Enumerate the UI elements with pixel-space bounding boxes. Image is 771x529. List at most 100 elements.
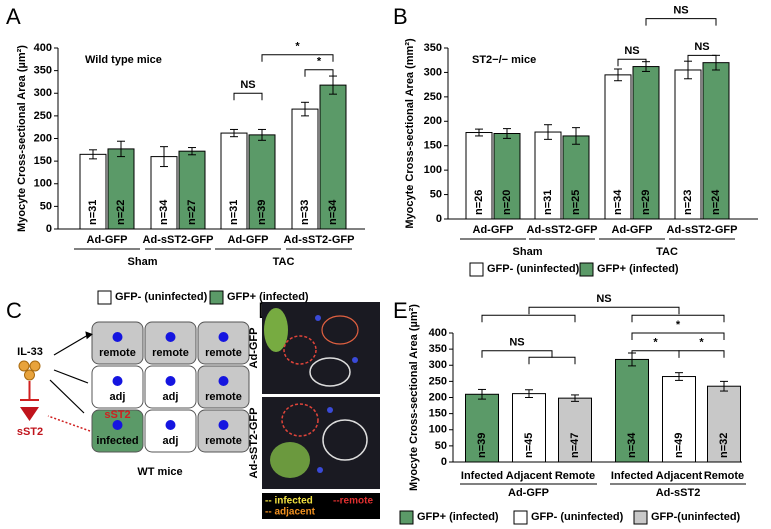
annotation: * bbox=[653, 337, 658, 349]
y-tick-label: 400 bbox=[34, 42, 52, 54]
x-tick-label: Ad-GFP bbox=[228, 234, 269, 246]
arrow bbox=[49, 379, 85, 414]
n-label: n=26 bbox=[473, 190, 485, 215]
n-label: n=33 bbox=[299, 200, 311, 225]
nucleus bbox=[165, 332, 176, 342]
bracket bbox=[481, 350, 553, 358]
cell bbox=[270, 442, 310, 478]
nucleus bbox=[218, 376, 229, 386]
nucleus bbox=[112, 376, 123, 386]
bracket bbox=[261, 54, 334, 62]
chart-title: Wild type mice bbox=[85, 54, 162, 66]
n-label: n=34 bbox=[158, 199, 170, 225]
y-tick-label: 200 bbox=[34, 132, 52, 144]
y-tick-label: 50 bbox=[435, 440, 447, 452]
legend-swatch bbox=[513, 510, 528, 525]
x-tick-label: Adjacent bbox=[656, 470, 703, 482]
cell-grid: remote remote remote adj adj remote infected sS… bbox=[91, 321, 250, 453]
nucleus bbox=[218, 420, 229, 430]
nucleus bbox=[315, 315, 321, 321]
cell-label: infected bbox=[96, 435, 138, 447]
group-label: Sham bbox=[128, 256, 158, 268]
y-tick-label: 50 bbox=[430, 188, 442, 200]
y-tick-label: 100 bbox=[424, 164, 442, 176]
nucleus bbox=[112, 332, 123, 342]
bar bbox=[674, 69, 702, 220]
x-tick-label: Ad-sST2-GFP bbox=[527, 224, 598, 236]
cell-label: adj bbox=[163, 391, 179, 403]
y-tick-label: 250 bbox=[424, 91, 442, 103]
panel-label: B bbox=[393, 4, 408, 29]
group-label: Ad-GFP bbox=[508, 487, 549, 499]
bracket bbox=[304, 69, 334, 77]
nucleus bbox=[165, 376, 176, 386]
y-tick-label: 0 bbox=[46, 223, 52, 235]
x-tick-label: Ad-GFP bbox=[612, 224, 653, 236]
x-tick-label: Infected bbox=[461, 470, 503, 482]
n-label: n=20 bbox=[501, 190, 513, 215]
x-tick-label: Ad-sST2-GFP bbox=[284, 234, 355, 246]
n-label: n=32 bbox=[718, 433, 730, 458]
row-label: Ad-sST2-GFP bbox=[248, 408, 260, 479]
bar bbox=[291, 108, 319, 230]
legend-swatch bbox=[579, 262, 594, 277]
bracket bbox=[631, 314, 725, 323]
n-label: n=49 bbox=[673, 433, 685, 458]
annotation: NS bbox=[624, 45, 639, 57]
decoy-label: sST2 bbox=[17, 426, 43, 438]
bracket bbox=[481, 314, 576, 323]
y-tick-label: 50 bbox=[40, 200, 52, 212]
x-tick-label: Remote bbox=[704, 470, 744, 482]
y-tick-label: 400 bbox=[429, 327, 447, 339]
decoy-icon bbox=[20, 407, 39, 421]
cell-label: remote bbox=[152, 347, 189, 359]
n-label: n=27 bbox=[186, 200, 198, 225]
cell bbox=[144, 365, 197, 409]
n-label: n=31 bbox=[87, 200, 99, 225]
n-label: n=34 bbox=[327, 199, 339, 225]
legend-infected: -- infected bbox=[265, 496, 313, 507]
group-label: TAC bbox=[273, 256, 295, 268]
annotation: * bbox=[295, 41, 300, 53]
x-tick-label: Adjacent bbox=[506, 470, 553, 482]
y-tick-label: 150 bbox=[34, 155, 52, 167]
bar bbox=[534, 131, 562, 220]
y-tick-label: 250 bbox=[429, 375, 447, 387]
bar bbox=[604, 74, 632, 220]
ligand-icon bbox=[24, 369, 35, 381]
bracket bbox=[687, 54, 717, 63]
legend-label: GFP-(uninfected) bbox=[651, 511, 741, 523]
y-tick-label: 100 bbox=[429, 424, 447, 436]
y-axis-label: Myocyte Cross-sectional Area (µm²) bbox=[408, 304, 420, 491]
annotation: * bbox=[676, 319, 681, 331]
bar bbox=[465, 393, 499, 463]
nucleus bbox=[165, 420, 176, 430]
cell bbox=[264, 308, 288, 352]
cell bbox=[144, 409, 197, 453]
cell bbox=[197, 409, 250, 453]
bracket bbox=[678, 350, 725, 358]
panel-label: A bbox=[6, 4, 21, 29]
n-label: n=34 bbox=[612, 189, 624, 215]
annotation: NS bbox=[694, 41, 709, 53]
n-label: n=29 bbox=[640, 190, 652, 215]
group-label: Sham bbox=[513, 246, 543, 258]
nucleus bbox=[352, 357, 358, 363]
nucleus bbox=[112, 420, 123, 430]
bracket bbox=[645, 18, 717, 26]
bar bbox=[512, 393, 546, 463]
y-tick-label: 150 bbox=[429, 408, 447, 420]
micrographs: Ad-GFP Ad-sST2-GFP -- infected --remote … bbox=[248, 302, 380, 519]
annotation: NS bbox=[673, 5, 688, 17]
secreted-label: sST2 bbox=[104, 409, 130, 421]
cell-outline bbox=[321, 315, 359, 345]
x-tick-label: Infected bbox=[611, 470, 653, 482]
y-tick-label: 200 bbox=[424, 115, 442, 127]
secretion-arrow bbox=[47, 415, 91, 432]
bracket bbox=[617, 58, 647, 67]
y-tick-label: 100 bbox=[34, 178, 52, 190]
y-tick-label: 300 bbox=[34, 87, 52, 99]
x-tick-label: Ad-GFP bbox=[87, 234, 128, 246]
x-tick-label: Ad-sST2-GFP bbox=[143, 234, 214, 246]
